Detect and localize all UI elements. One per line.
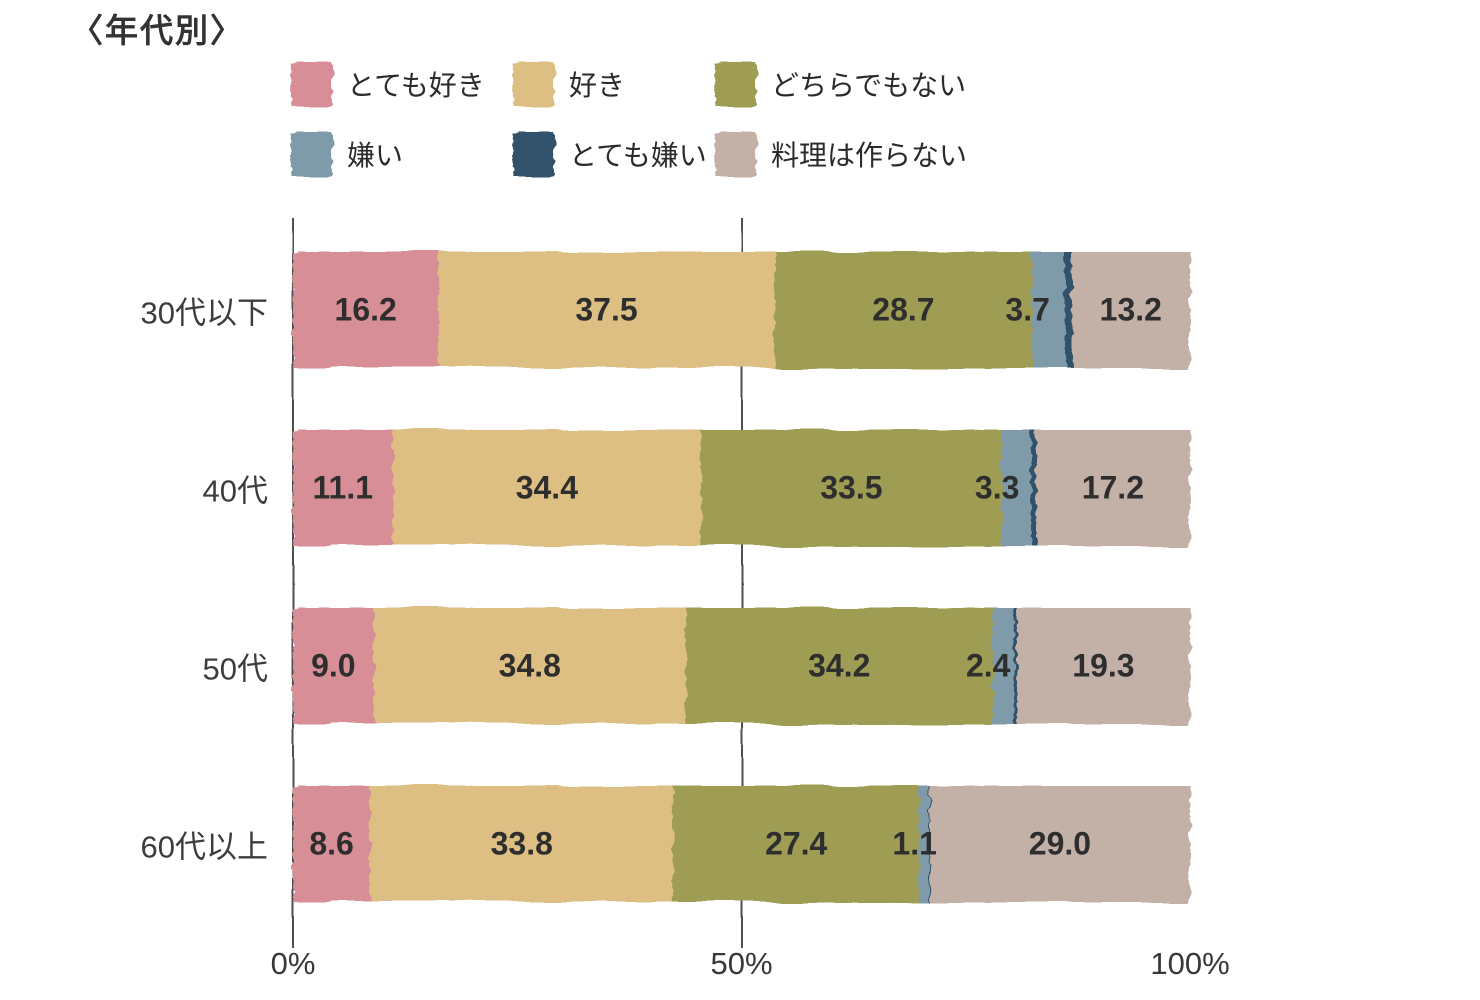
legend-label: とても好き (347, 71, 485, 102)
bar-segments (293, 252, 1190, 368)
segment-料理は作らない (1035, 430, 1190, 546)
segment-料理は作らない (929, 786, 1190, 902)
segment-どちらでもない (685, 608, 993, 724)
legend-item-5: 料理は作らない (715, 130, 967, 178)
bar-row-30代以下: 30代以下 16.2 37.5 28.7 3.7 13.2 (0, 252, 1480, 368)
segment-どちらでもない (774, 252, 1033, 368)
x-axis-tick-0: 0% (270, 946, 316, 981)
legend-label: どちらでもない (771, 71, 967, 102)
legend-label: とても嫌い (569, 141, 707, 172)
legend-item-3: 嫌い (291, 130, 513, 178)
legend-item-4: とても嫌い (513, 130, 715, 178)
segment-好き (373, 608, 686, 724)
segment-好き (392, 430, 702, 546)
legend-label: 料理は作らない (771, 141, 968, 172)
bar-track: 8.6 33.8 27.4 1.1 29.0 (293, 786, 1190, 902)
x-axis-tick-100: 100% (1150, 946, 1230, 981)
row-label: 40代 (202, 473, 268, 509)
bar-row-50代: 50代 9.0 34.8 34.2 2.4 19.3 (0, 608, 1480, 724)
segment-とても嫌い (1065, 252, 1072, 368)
bar-track: 11.1 34.4 33.5 3.3 17.2 (293, 430, 1190, 546)
legend-swatch-icon (291, 132, 333, 176)
bar-segments (293, 430, 1190, 546)
segment-嫌い (1001, 430, 1032, 546)
legend-label: 好き (569, 71, 626, 102)
segment-どちらでもない (673, 786, 920, 902)
segment-料理は作らない (1016, 608, 1190, 724)
legend-item-0: とても好き (291, 60, 513, 108)
legend: とても好き 好き どちらでもない嫌い とても嫌い 料理は作らない (291, 60, 967, 178)
row-label: 50代 (202, 651, 268, 687)
legend-item-1: 好き (513, 60, 715, 108)
legend-label: 嫌い (347, 141, 404, 172)
segment-とても嫌い (1014, 608, 1017, 724)
legend-item-2: どちらでもない (715, 60, 967, 108)
segment-料理は作らない (1071, 252, 1190, 368)
segment-とても嫌い (928, 786, 930, 902)
gridline-50 (740, 218, 743, 948)
x-axis-tick-50: 50% (710, 946, 773, 981)
segment-好き (370, 786, 674, 902)
legend-swatch-icon (513, 62, 555, 106)
legend-swatch-icon (715, 132, 757, 176)
segment-とても好き (293, 430, 393, 546)
legend-swatch-icon (715, 62, 757, 106)
segment-とても嫌い (1031, 430, 1036, 546)
chart-title: 〈年代別〉 (70, 12, 245, 49)
segment-とても好き (293, 252, 439, 368)
bar-row-60代以上: 60代以上 8.6 33.8 27.4 1.1 29.0 (0, 786, 1480, 902)
segment-とても好き (293, 608, 374, 724)
bar-row-40代: 40代 11.1 34.4 33.5 3.3 17.2 (0, 430, 1480, 546)
row-label: 30代以下 (140, 295, 268, 331)
segment-とても好き (293, 786, 371, 902)
segment-嫌い (992, 608, 1015, 724)
segment-どちらでもない (701, 430, 1002, 546)
bar-segments (293, 786, 1190, 902)
segment-嫌い (919, 786, 929, 902)
bar-segments (293, 608, 1190, 724)
legend-swatch-icon (513, 132, 555, 176)
segment-嫌い (1032, 252, 1066, 368)
gridline-0 (292, 218, 294, 948)
row-label: 60代以上 (140, 829, 268, 865)
legend-swatch-icon (291, 62, 333, 106)
bar-track: 16.2 37.5 28.7 3.7 13.2 (293, 252, 1190, 368)
segment-好き (438, 252, 775, 368)
bar-track: 9.0 34.8 34.2 2.4 19.3 (293, 608, 1190, 724)
